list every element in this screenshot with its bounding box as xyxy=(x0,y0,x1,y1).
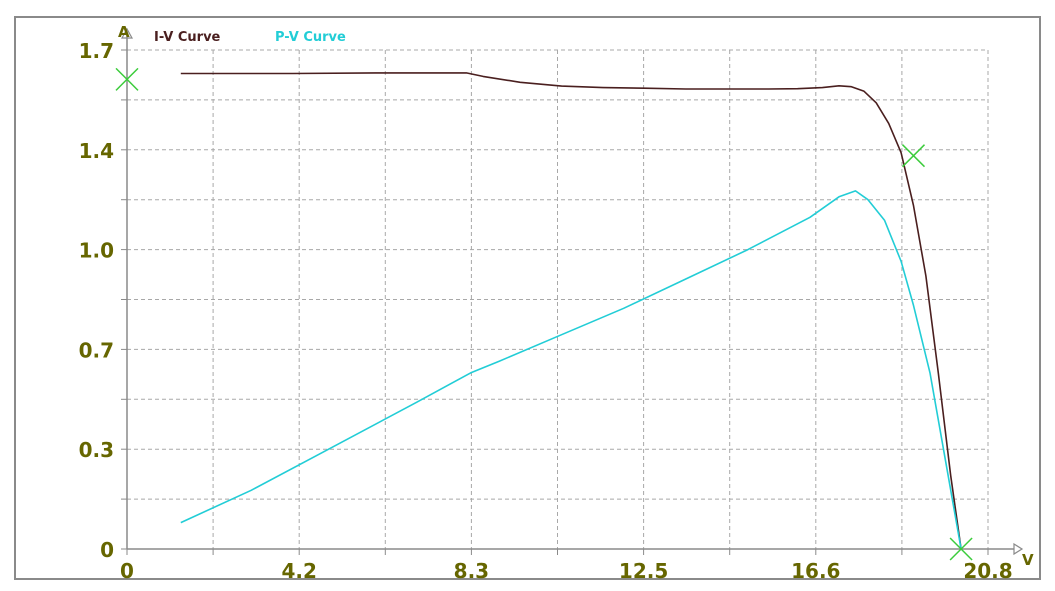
y-tick-label: 0.3 xyxy=(79,438,114,462)
y-tick-label: 1.7 xyxy=(79,39,114,63)
legend-pv: P-V Curve xyxy=(275,30,346,45)
chart-frame xyxy=(14,16,1041,580)
y-tick-label: 1.4 xyxy=(79,139,114,163)
x-axis-arrow xyxy=(1013,542,1024,556)
x-tick-label: 8.3 xyxy=(454,559,489,583)
y-tick-label: 1.0 xyxy=(79,239,114,263)
iv-curve-line xyxy=(180,72,962,550)
series xyxy=(180,72,962,550)
axes xyxy=(120,27,1024,556)
x-tick-label: 20.8 xyxy=(963,559,1012,583)
point-marker xyxy=(901,144,926,168)
x-tick-label: 12.5 xyxy=(619,559,668,583)
x-tick-label: 0 xyxy=(120,559,134,583)
labels: A V I-V Curve P-V Curve 0 4.2 8.3 12.5 16.6 2… xyxy=(79,23,1034,583)
point-marker xyxy=(949,537,973,561)
y-axis-unit: A xyxy=(118,23,130,41)
y-axis-arrow xyxy=(120,27,134,39)
grid xyxy=(127,49,989,549)
y-tick-label: 0.7 xyxy=(79,338,114,362)
marker-stroke xyxy=(901,144,926,168)
x-tick-label: 4.2 xyxy=(281,559,316,583)
marker-stroke xyxy=(115,67,139,91)
point-marker xyxy=(115,67,139,91)
marker-stroke xyxy=(949,537,973,561)
x-tick-label: 16.6 xyxy=(791,559,840,583)
markers xyxy=(115,67,973,561)
legend-iv: I-V Curve xyxy=(154,30,221,45)
pv-curve-line xyxy=(180,190,962,550)
x-axis-unit: V xyxy=(1022,551,1034,569)
y-tick-label: 0 xyxy=(100,538,114,562)
